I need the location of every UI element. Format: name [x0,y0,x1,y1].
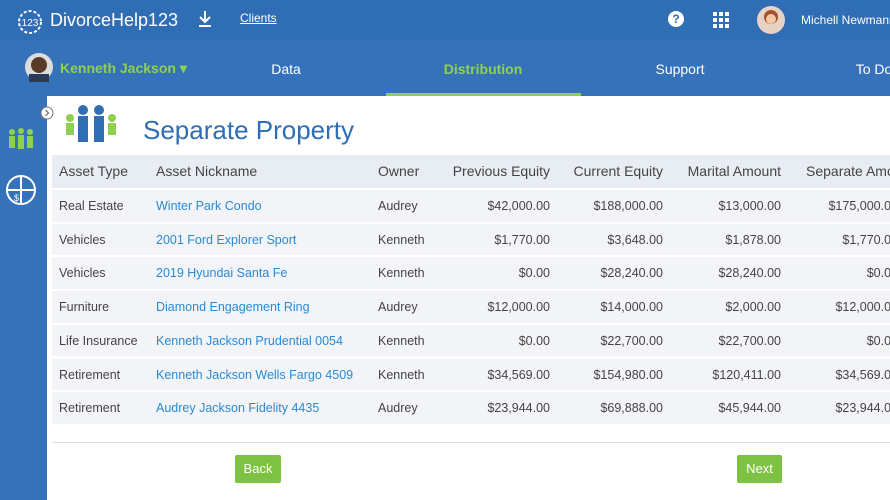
table-cell: $34,569.00 [487,367,550,382]
table-cell: $42,000.00 [487,199,550,213]
table-cell: $12,000.00 [487,300,550,315]
table-row [52,190,890,222]
page-title: Separate Property [143,115,355,145]
column-header: Asset Nickname [156,163,258,179]
table-cell: $45,944.00 [718,401,781,416]
column-header: Owner [378,163,420,179]
next-button[interactable]: Next [737,455,782,483]
logo-icon: 123 [18,10,42,34]
user-avatar[interactable] [756,5,786,35]
table-cell: $1,770.00 [494,232,550,247]
table-cell: Kenneth [378,367,425,382]
top-bar: 123 DivorceHelp123 Clients ? Michell New… [0,0,890,40]
asset-link[interactable]: Kenneth Jackson Prudential 0054 [156,333,343,348]
table-cell: Kenneth [378,232,425,247]
table-row [52,223,890,256]
table-cell: Kenneth [378,333,425,348]
asset-link[interactable]: Audrey Jackson Fidelity 4435 [156,401,320,416]
asset-link[interactable]: 2019 Hyundai Santa Fe [156,266,288,281]
client-name: Kenneth Jackson [60,60,176,76]
asset-link[interactable]: 2001 Ford Explorer Sport [156,232,297,247]
table-row [52,358,890,391]
nav-tab[interactable]: Data [271,61,301,77]
table-cell: $175,000.00 [828,199,890,213]
table-cell: Life Insurance [59,333,138,348]
active-tab-indicator [386,93,581,96]
logo-mark: 123 [22,18,39,29]
table-cell: $188,000.00 [593,199,663,213]
divider [52,442,890,443]
table-cell: Retirement [59,401,121,416]
asset-table: Asset Type Asset Nickname Owner Previous Eq… [52,155,890,430]
table-cell: $69,888.00 [600,401,663,416]
table-cell: Audrey [378,300,418,315]
help-icon[interactable]: ? [667,10,685,28]
table-cell: Retirement [59,367,121,382]
client-avatar [25,53,53,82]
table-cell: $14,000.00 [600,300,663,315]
table-cell: $3,648.00 [607,232,663,247]
table-cell: $12,000.00 [835,300,890,315]
asset-link[interactable]: Diamond Engagement Ring [156,300,310,315]
table-cell: $22,700.00 [718,333,781,348]
table-row [52,291,890,323]
collapse-toggle[interactable] [40,106,54,120]
download-icon[interactable] [197,10,213,28]
user-name[interactable]: Michell Newmann [801,13,890,27]
table-cell: Vehicles [59,232,106,247]
table-row [52,257,890,290]
column-header: Separate Amount [806,163,890,179]
finance-nav-icon[interactable]: $ [5,174,37,206]
table-cell: $1,770.00 [842,232,890,247]
table-cell: $23,944.00 [835,401,890,416]
page-icon [66,105,116,142]
table-cell: Audrey [378,199,418,213]
table-header [52,155,890,188]
svg-text:$: $ [14,193,19,203]
people-nav-icon[interactable] [4,126,38,154]
column-header: Current Equity [573,163,663,179]
table-cell: $2,000.00 [725,300,781,315]
app-name[interactable]: DivorceHelp123 [50,10,179,30]
table-cell: $22,700.00 [600,333,663,348]
nav-tab[interactable]: Support [655,61,705,77]
nav-tab[interactable]: Distribution [443,61,523,77]
asset-link[interactable]: Winter Park Condo [156,199,262,213]
column-header: Previous Equity [452,163,550,179]
sidebar: $ [0,96,47,500]
table-cell: $23,944.00 [487,401,550,416]
table-cell: $0.00 [866,333,890,348]
table-cell: $34,569.00 [835,367,890,382]
clients-link[interactable]: Clients [240,11,277,25]
asset-link[interactable]: Kenneth Jackson Wells Fargo 4509 [156,367,354,382]
table-cell: $1,878.00 [725,232,781,247]
table-cell: Real Estate [59,199,124,213]
table-cell: Audrey [378,401,418,416]
back-button[interactable]: Back [235,455,281,483]
table-cell: Vehicles [59,266,106,281]
column-header: Marital Amount [687,163,781,179]
column-header: Asset Type [59,163,129,179]
nav-tab[interactable]: To Do [855,61,890,77]
table-cell: Kenneth [378,266,425,281]
sub-bar: Kenneth Jackson ▾ [0,40,890,96]
table-cell: Furniture [59,300,110,315]
table-cell: $0.00 [518,266,550,281]
client-selector[interactable]: Kenneth Jackson ▾ [60,60,187,76]
table-cell: $28,240.00 [600,266,663,281]
svg-text:?: ? [672,12,679,26]
table-cell: $13,000.00 [718,199,781,213]
table-cell: $0.00 [518,333,550,348]
table-row [52,324,890,357]
table-cell: $28,240.00 [718,266,781,281]
table-cell: $0.00 [866,266,890,281]
table-cell: $120,411.00 [712,367,781,382]
table-row [52,392,890,424]
apps-icon[interactable] [713,12,729,28]
table-cell: $154,980.00 [593,367,663,382]
